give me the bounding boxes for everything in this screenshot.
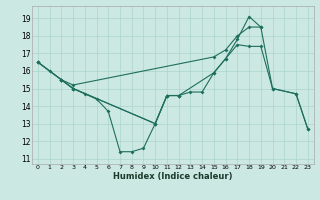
X-axis label: Humidex (Indice chaleur): Humidex (Indice chaleur) [113, 172, 233, 181]
